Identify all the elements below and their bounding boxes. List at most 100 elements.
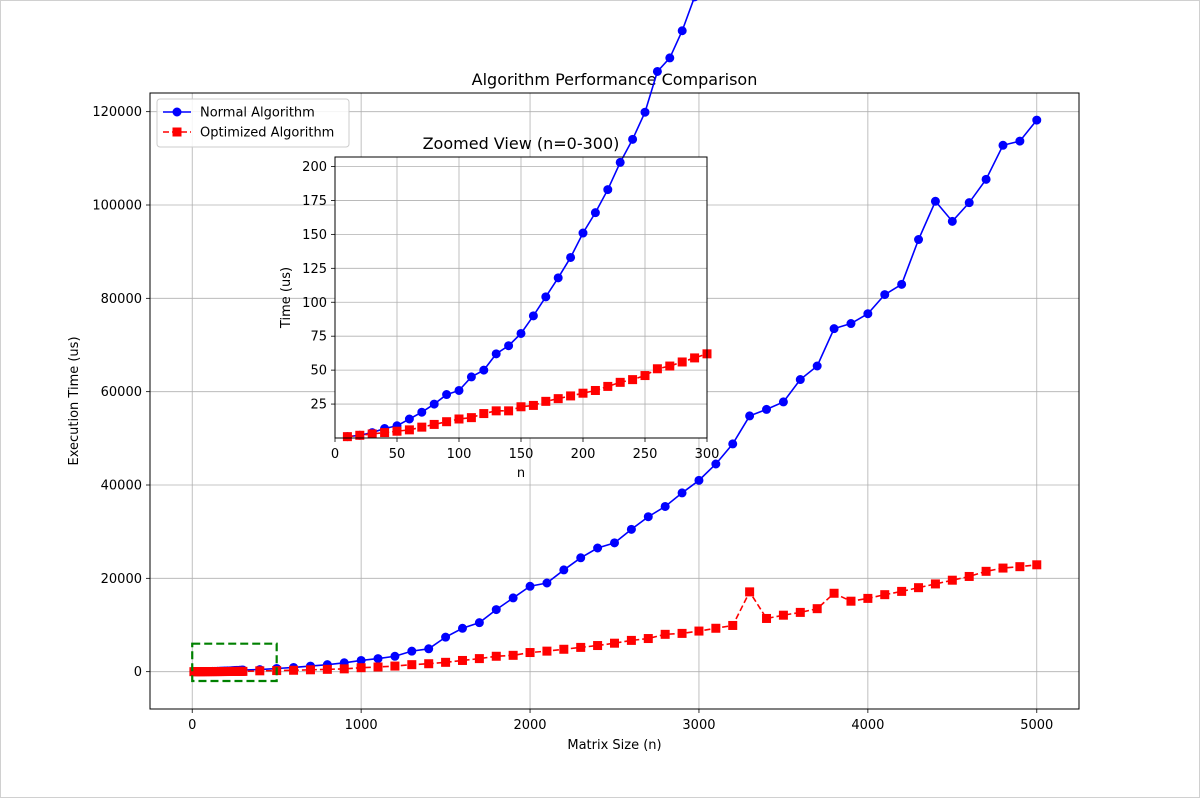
optimized-series-point [829,588,839,598]
optimized-series-point [998,563,1008,573]
inset-normal-series-point [578,228,588,238]
main-y-tick-label: 60000 [101,385,142,400]
optimized-series-point [508,650,518,660]
optimized-series-point [305,665,315,675]
inset-normal-series-point [603,185,613,195]
main-x-tick-label: 5000 [1020,718,1053,733]
inset-normal-series-point [454,385,464,395]
inset-x-tick-label: 150 [509,447,534,462]
main-chart: 0 1000 2000 3000 4000 50000200004000060000800… [67,70,1080,753]
normal-series-point [559,565,569,575]
normal-series-point [795,375,805,385]
normal-series-point [778,397,788,407]
inset-optimized-series-point [479,409,489,419]
optimized-series-point [457,655,467,665]
optimized-series-point [491,651,501,661]
inset-normal-series-point [691,0,698,2]
inset-y-tick-label: 100 [302,296,327,311]
inset-optimized-series-point [603,381,613,391]
optimized-series-point [964,571,974,581]
optimized-series-point [981,566,991,576]
normal-series-point [897,279,907,289]
inset-x-axis-label: n [517,466,525,481]
main-y-tick-label: 80000 [101,292,142,307]
normal-series-point [660,501,670,511]
optimized-series-point [897,586,907,596]
optimized-series-point [947,575,957,585]
main-series [189,115,1042,677]
inset-x-tick-label: 0 [331,447,339,462]
inset-x-tick-label: 200 [571,447,596,462]
normal-series-point [1015,136,1025,146]
legend-item-normal: Normal Algorithm [163,106,315,121]
inset-optimized-series-point [553,394,563,404]
inset-optimized-series-point [615,377,625,387]
inset-normal-series-point [628,134,638,144]
normal-series-point [914,235,924,245]
inset-normal-series-point [404,414,414,424]
inset-y-tick-label: 50 [310,364,327,379]
inset-optimized-series-point [566,391,576,401]
normal-series-point [542,578,552,588]
normal-series-point [981,174,991,184]
inset-optimized-series-point [640,371,650,381]
normal-series-point [711,459,721,469]
inset-y-tick-label: 175 [302,194,327,209]
inset-optimized-series-point [454,414,464,424]
normal-series-point [373,654,383,664]
inset-normal-series-point [479,365,489,375]
normal-series-point [441,632,451,642]
main-chart-title: Algorithm Performance Comparison [472,70,758,89]
normal-series-point [643,512,653,522]
optimized-series-point [745,587,755,597]
inset-optimized-series-point [491,406,501,416]
normal-series-point [407,646,417,656]
normal-series-point [508,593,518,603]
normal-series-point [745,411,755,421]
inset-optimized-series-point [392,426,402,436]
optimized-series-point [728,620,738,630]
normal-series-point [812,361,822,371]
optimized-series-point [880,590,890,600]
inset-normal-series-point [640,107,650,117]
optimized-series-point [930,579,940,589]
inset-ticks: 0 50 100 150 200 250 300 25 50 75 100 125 150 175 200 [302,160,719,462]
normal-series-point [491,605,501,615]
inset-optimized-series-point [417,422,427,432]
optimized-series-point [643,634,653,644]
main-y-tick-label: 0 [134,665,142,680]
optimized-series-point [339,664,349,674]
normal-series-point [846,319,856,329]
normal-series-point [762,404,772,414]
normal-series-point [626,524,636,534]
inset-optimized-series-point [590,385,600,395]
normal-series-point [457,623,467,633]
optimized-series-point [542,646,552,656]
normal-series-point [1032,115,1042,125]
zoom-region-box [191,642,278,683]
inset-optimized-series-point [677,357,687,367]
normal-series-point [829,324,839,334]
inset-normal-series-point [516,328,526,338]
legend-item-optimized: Optimized Algorithm [163,126,334,141]
main-x-tick-label: 0 [188,718,196,733]
inset-normal-series-point [417,407,427,417]
inset-chart-title: Zoomed View (n=0-300) [423,134,620,153]
optimized-series-point [390,661,400,671]
inset-optimized-series-point [516,402,526,412]
main-x-tick-label: 2000 [513,718,546,733]
inset-optimized-series-point [429,419,439,429]
main-annotations [191,642,278,683]
normal-series-point [863,309,873,319]
normal-series-point [694,475,704,485]
normal-series-point [998,140,1008,150]
inset-normal-series-point [442,390,452,400]
optimized-series-point [778,610,788,620]
inset-optimized-series-point [652,364,662,374]
normal-series-point [424,644,434,654]
optimized-series-point [914,583,924,593]
optimized-series-point [373,662,383,672]
inset-normal-series-point [590,208,600,218]
optimized-series-point [322,664,332,674]
main-x-tick-label: 4000 [851,718,884,733]
